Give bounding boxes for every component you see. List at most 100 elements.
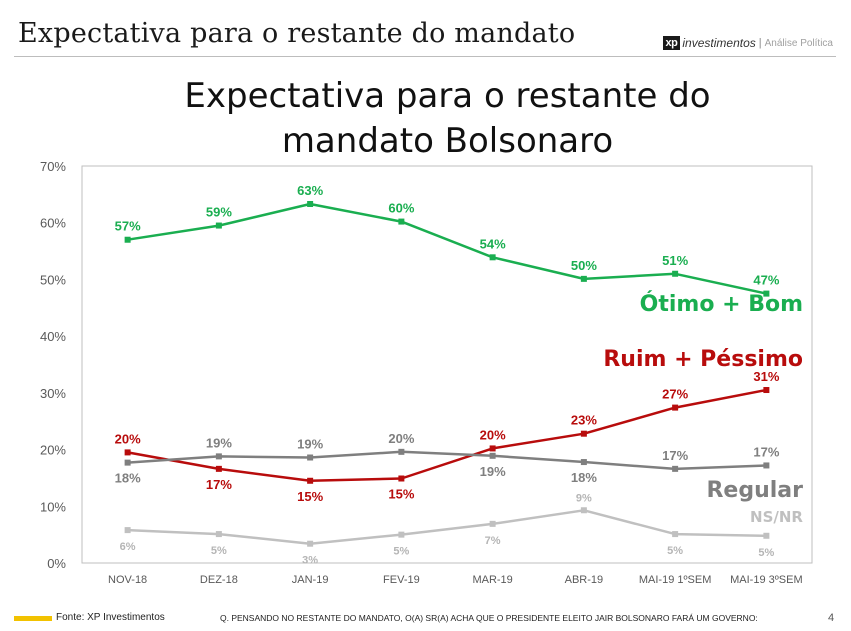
data-point-regular	[398, 448, 405, 455]
data-label-ruim: 20%	[480, 427, 506, 442]
data-point-otimo	[489, 254, 496, 261]
data-label-otimo: 54%	[480, 236, 506, 251]
footer-question: Q. PENSANDO NO RESTANTE DO MANDATO, O(A)…	[220, 613, 758, 623]
logo-brand-sub: investimentos	[682, 36, 756, 50]
data-label-ruim: 17%	[206, 477, 232, 492]
x-tick-label: ABR-19	[565, 574, 604, 586]
y-tick-label: 70%	[40, 159, 66, 174]
footer-accent-bar	[14, 616, 52, 621]
data-point-ruim	[763, 387, 770, 394]
data-point-otimo	[672, 270, 679, 277]
data-point-nsnr	[398, 531, 405, 538]
data-point-otimo	[763, 290, 770, 297]
data-label-ruim: 15%	[297, 489, 323, 504]
data-point-otimo	[215, 222, 222, 229]
data-point-nsnr	[580, 507, 587, 514]
y-tick-label: 40%	[40, 329, 66, 344]
data-label-regular: 17%	[753, 444, 779, 459]
data-label-nsnr: 7%	[485, 535, 501, 547]
data-point-ruim	[489, 445, 496, 452]
data-label-ruim: 23%	[571, 413, 597, 428]
data-point-nsnr	[124, 527, 131, 534]
series-line-ruim	[127, 388, 767, 483]
data-label-regular: 19%	[480, 464, 506, 479]
data-label-regular: 18%	[571, 470, 597, 485]
data-point-regular	[763, 462, 770, 469]
data-label-nsnr: 3%	[302, 555, 318, 567]
data-point-regular	[215, 453, 222, 460]
header-divider	[14, 56, 836, 57]
data-label-nsnr: 5%	[758, 547, 774, 559]
x-tick-label: NOV-18	[108, 574, 147, 586]
x-tick-label: FEV-19	[383, 574, 420, 586]
legend-otimo: Ótimo + Bom	[640, 291, 803, 317]
data-label-ruim: 27%	[662, 387, 688, 402]
series-line-otimo	[127, 202, 767, 295]
data-label-nsnr: 6%	[120, 541, 136, 553]
y-tick-label: 30%	[40, 386, 66, 401]
data-point-otimo	[398, 218, 405, 225]
chart-title: Expectativa para o restante do mandato B…	[0, 74, 851, 164]
data-point-regular	[672, 465, 679, 472]
y-tick-label: 10%	[40, 499, 66, 514]
data-point-nsnr	[215, 531, 222, 538]
footer-source: Fonte: XP Investimentos	[56, 612, 165, 623]
data-label-otimo: 57%	[115, 219, 141, 234]
y-tick-label: 50%	[40, 272, 66, 287]
logo-section: Análise Política	[764, 37, 833, 49]
x-tick-label: MAI-19 1ºSEM	[639, 574, 711, 586]
data-point-ruim	[215, 465, 222, 472]
data-point-nsnr	[763, 532, 770, 539]
data-point-otimo	[307, 200, 314, 207]
data-point-ruim	[580, 430, 587, 437]
x-tick-label: MAR-19	[472, 574, 512, 586]
data-point-ruim	[398, 475, 405, 482]
data-label-regular: 19%	[206, 435, 232, 450]
xp-logo: xp investimentos | Análise Política	[662, 36, 833, 50]
data-label-otimo: 63%	[297, 183, 323, 198]
data-point-otimo	[124, 236, 131, 243]
logo-brand: xp	[662, 36, 681, 50]
data-point-otimo	[580, 275, 587, 282]
y-tick-label: 0%	[47, 556, 66, 571]
legend-regular: Regular	[706, 478, 803, 503]
data-label-ruim: 15%	[388, 486, 414, 501]
x-tick-label: JAN-19	[292, 574, 329, 586]
series-line-regular	[127, 450, 767, 471]
data-label-otimo: 51%	[662, 253, 688, 268]
page-title: Expectativa para o restante do mandato	[18, 18, 576, 49]
data-point-regular	[307, 454, 314, 461]
data-point-nsnr	[489, 520, 496, 527]
y-tick-label: 20%	[40, 443, 66, 458]
data-point-regular	[580, 459, 587, 466]
chart-title-line2: mandato Bolsonaro	[281, 121, 614, 161]
data-point-ruim	[307, 477, 314, 484]
data-label-regular: 18%	[115, 471, 141, 486]
data-label-nsnr: 9%	[576, 492, 592, 504]
data-label-regular: 17%	[662, 448, 688, 463]
x-tick-label: MAI-19 3ºSEM	[730, 574, 802, 586]
data-point-regular	[124, 459, 131, 466]
chart-title-line1: Expectativa para o restante do	[184, 76, 711, 116]
data-label-nsnr: 5%	[667, 545, 683, 557]
data-label-ruim: 20%	[115, 431, 141, 446]
data-point-nsnr	[672, 531, 679, 538]
data-label-regular: 19%	[297, 437, 323, 452]
data-label-otimo: 50%	[571, 258, 597, 273]
data-label-ruim: 31%	[753, 369, 779, 384]
data-label-regular: 20%	[388, 431, 414, 446]
page-number: 4	[828, 612, 835, 624]
legend-ruim: Ruim + Péssimo	[603, 347, 803, 372]
data-point-ruim	[124, 449, 131, 456]
data-label-otimo: 47%	[753, 273, 779, 288]
y-tick-label: 60%	[40, 216, 66, 231]
data-label-nsnr: 5%	[211, 545, 227, 557]
data-label-otimo: 59%	[206, 205, 232, 220]
data-label-nsnr: 5%	[393, 546, 409, 558]
logo-separator: |	[758, 37, 762, 49]
plot-area	[81, 165, 813, 564]
series-line-nsnr	[127, 509, 767, 545]
x-tick-label: DEZ-18	[200, 574, 238, 586]
data-point-nsnr	[307, 540, 314, 547]
